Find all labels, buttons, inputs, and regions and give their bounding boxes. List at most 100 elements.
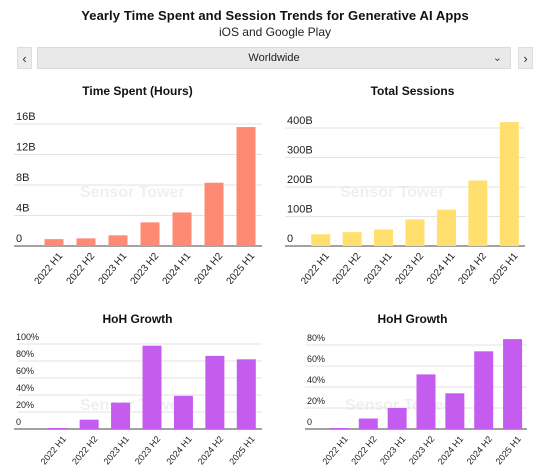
time-spent-x-tick-label: 2022 H1: [32, 251, 65, 284]
time-spent-growth-y-tick-label: 0: [16, 417, 21, 427]
next-region-button[interactable]: ›: [518, 47, 533, 69]
sessions-growth-x-tick-label: 2025 H1: [493, 434, 523, 466]
sessions-growth-y-tick-label: 40%: [307, 375, 325, 385]
time-spent-growth-bar[interactable]: [142, 345, 162, 429]
time-spent-growth-x-tick-label: 2023 H1: [101, 434, 131, 466]
sessions-bar[interactable]: [374, 229, 394, 246]
sessions-bar[interactable]: [405, 219, 425, 246]
sensor-tower-watermark: Sensor Tower: [80, 184, 185, 201]
time-spent-growth-chart-title: HoH Growth: [102, 312, 173, 326]
sessions-growth-bar[interactable]: [358, 418, 378, 430]
sessions-growth-bar[interactable]: [387, 408, 407, 429]
sessions-x-tick-label: 2024 H2: [456, 251, 489, 284]
page-subtitle: iOS and Google Play: [218, 25, 332, 39]
sessions-growth-x-tick-label: 2024 H2: [465, 434, 495, 466]
time-spent-growth-x-tick-label: 2023 H2: [133, 434, 163, 466]
sessions-growth-bar[interactable]: [329, 428, 349, 429]
time-spent-growth-x-tick-label: 2024 H1: [164, 434, 194, 466]
region-dropdown-value: Worldwide: [248, 52, 300, 64]
sessions-y-tick-label: 400B: [287, 115, 313, 127]
sessions-growth-chart-svg: 0 20% 40% 60% 80% 2022 H1 2022 H2 2023 H1 2023 H…: [305, 333, 527, 466]
sessions-growth-x-tick-label: 2023 H1: [378, 434, 408, 466]
sessions-growth-y-tick-label: 0: [307, 417, 312, 427]
sessions-growth-x-tick-label: 2022 H1: [320, 434, 350, 466]
sessions-x-tick-label: 2022 H2: [331, 251, 364, 284]
sessions-growth-bar[interactable]: [503, 339, 523, 429]
sessions-growth-y-tick-label: 80%: [307, 333, 325, 343]
sessions-y-tick-label: 300B: [287, 145, 313, 157]
time-spent-y-tick-label: 0: [16, 233, 22, 245]
time-spent-growth-y-tick-label: 100%: [16, 332, 39, 342]
region-dropdown[interactable]: Worldwide ⌄: [37, 47, 511, 69]
sessions-growth-y-tick-label: 20%: [307, 396, 325, 406]
chevron-left-icon: ‹: [22, 50, 27, 66]
sessions-y-tick-label: 100B: [287, 204, 313, 216]
time-spent-x-tick-label: 2023 H1: [96, 251, 129, 284]
sessions-growth-chart: HoH Growth Sensor Tower 0 20% 40% 60% 80% 202…: [275, 312, 550, 471]
chevron-right-icon: ›: [523, 50, 528, 66]
sessions-x-tick-label: 2025 H1: [488, 251, 521, 284]
page-title: Yearly Time Spent and Session Trends for…: [81, 8, 469, 23]
time-spent-growth-y-tick-label: 80%: [16, 349, 34, 359]
sessions-x-tick-label: 2022 H1: [299, 251, 332, 284]
time-spent-bar[interactable]: [140, 222, 160, 246]
sessions-growth-x-tick-label: 2024 H1: [436, 434, 466, 466]
time-spent-x-tick-label: 2024 H1: [160, 251, 193, 284]
sessions-bar[interactable]: [436, 209, 456, 246]
sessions-growth-x-tick-label: 2023 H2: [407, 434, 437, 466]
sessions-y-tick-label: 200B: [287, 174, 313, 186]
time-spent-growth-x-tick-label: 2022 H2: [70, 434, 100, 466]
time-spent-bar[interactable]: [108, 235, 128, 246]
time-spent-x-tick-label: 2024 H2: [192, 251, 225, 284]
time-spent-growth-bar[interactable]: [111, 402, 131, 429]
sessions-growth-bar[interactable]: [416, 374, 436, 429]
time-spent-growth-x-tick-label: 2022 H1: [39, 434, 69, 466]
sessions-bar[interactable]: [311, 234, 331, 246]
time-spent-growth-bar[interactable]: [79, 419, 99, 429]
time-spent-y-tick-label: 16B: [16, 111, 36, 123]
sessions-x-tick-label: 2023 H1: [362, 251, 395, 284]
total-sessions-chart: Total Sessions Sensor Tower 0 100B 200B 300…: [275, 84, 550, 284]
sessions-growth-bar[interactable]: [474, 351, 494, 429]
chevron-down-icon: ⌄: [492, 52, 502, 64]
time-spent-growth-chart-svg: 020%40%60%80%100%2022 H1 2022 H2 2023 H1 20…: [14, 332, 262, 466]
time-spent-growth-x-tick-label: 2024 H2: [196, 434, 226, 466]
time-spent-bar[interactable]: [204, 182, 224, 246]
time-spent-x-tick-label: 2023 H2: [128, 251, 161, 284]
time-spent-x-tick-label: 2025 H1: [224, 251, 257, 284]
time-spent-chart: Time Spent (Hours) Sensor Tower 0 4B 8B 12B…: [0, 84, 275, 284]
time-spent-bar[interactable]: [236, 127, 256, 246]
sessions-growth-x-tick-label: 2022 H2: [349, 434, 379, 466]
sessions-y-tick-label: 0: [287, 233, 293, 245]
time-spent-growth-chart: HoH Growth Sensor Tower 0 20% 40% 60% 80% 100…: [0, 312, 275, 471]
time-spent-chart-title: Time Spent (Hours): [82, 84, 193, 98]
time-spent-growth-y-tick-label: 40%: [16, 383, 34, 393]
time-spent-growth-bar[interactable]: [48, 428, 68, 429]
time-spent-growth-bar[interactable]: [236, 359, 256, 429]
time-spent-bar[interactable]: [76, 238, 96, 246]
sensor-tower-watermark: Sensor Tower: [340, 184, 445, 201]
sessions-x-tick-label: 2024 H1: [425, 251, 458, 284]
previous-region-button[interactable]: ‹: [17, 47, 32, 69]
sessions-growth-bar[interactable]: [445, 393, 465, 429]
time-spent-growth-x-tick-label: 2025 H1: [227, 434, 257, 466]
total-sessions-chart-title: Total Sessions: [370, 84, 455, 98]
region-selector-row: ‹ Worldwide ⌄ ›: [17, 47, 533, 69]
time-spent-growth-y-tick-label: 60%: [16, 366, 34, 376]
sessions-bar[interactable]: [499, 122, 519, 246]
time-spent-growth-y-tick-label: 20%: [16, 400, 34, 410]
time-spent-bar[interactable]: [172, 212, 192, 246]
time-spent-y-tick-label: 4B: [16, 203, 29, 215]
time-spent-y-tick-label: 8B: [16, 172, 29, 184]
sessions-growth-y-tick-label: 60%: [307, 354, 325, 364]
time-spent-growth-bar[interactable]: [173, 395, 193, 429]
sessions-bar[interactable]: [342, 232, 362, 246]
sessions-bar[interactable]: [468, 180, 488, 246]
sessions-growth-chart-title: HoH Growth: [377, 312, 448, 326]
time-spent-bar[interactable]: [44, 239, 64, 246]
time-spent-growth-bar[interactable]: [205, 355, 225, 429]
time-spent-x-tick-label: 2022 H2: [64, 251, 97, 284]
time-spent-y-tick-label: 12B: [16, 142, 36, 154]
